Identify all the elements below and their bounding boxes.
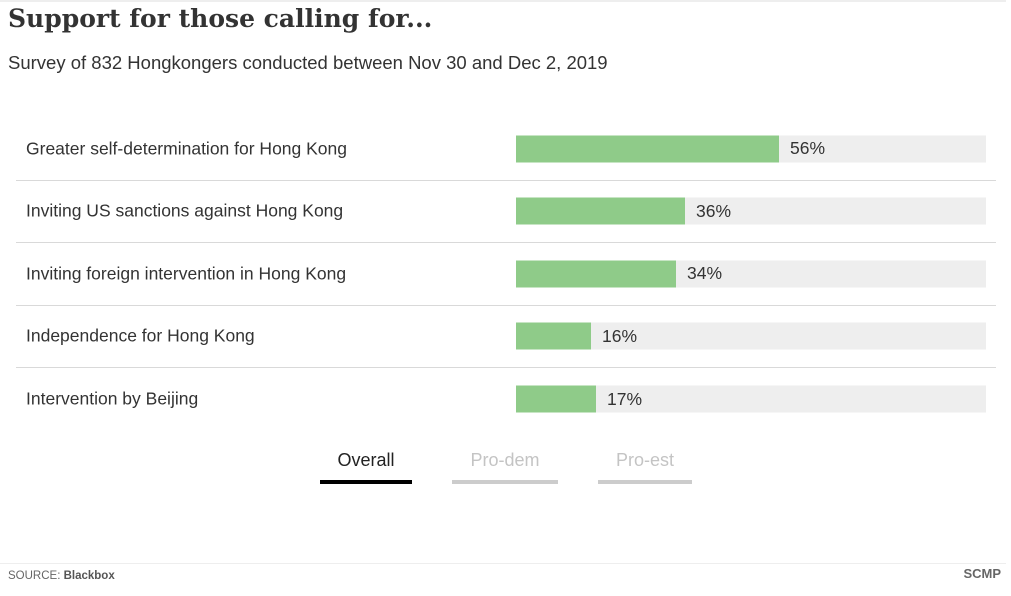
chart-subtitle: Survey of 832 Hongkongers conducted betw… bbox=[8, 52, 608, 73]
category-label: Intervention by Beijing bbox=[26, 388, 199, 409]
footer-rule bbox=[0, 563, 1006, 564]
bar bbox=[516, 197, 685, 225]
tab-overall[interactable]: Overall bbox=[320, 450, 412, 484]
bar-track: 17% bbox=[516, 385, 986, 413]
tab-label: Pro-est bbox=[615, 450, 675, 470]
tab-label: Pro-dem bbox=[470, 450, 540, 470]
bar-chart: Greater self-determination for Hong Kong… bbox=[16, 118, 996, 431]
bar-row: Independence for Hong Kong 16% bbox=[16, 306, 996, 368]
tab-pro-dem[interactable]: Pro-dem bbox=[452, 450, 558, 484]
bar-row: Inviting foreign intervention in Hong Ko… bbox=[16, 243, 996, 306]
tab-underline bbox=[452, 480, 558, 484]
source-label: SOURCE: bbox=[8, 570, 64, 582]
bar bbox=[516, 322, 591, 350]
bar-track: 16% bbox=[516, 322, 986, 350]
bar-track: 34% bbox=[516, 260, 986, 288]
source-name: Blackbox bbox=[63, 570, 115, 582]
bar-value-label: 56% bbox=[790, 138, 826, 159]
bar bbox=[516, 260, 676, 288]
bar-value-label: 34% bbox=[687, 263, 723, 284]
bar-row: Intervention by Beijing 17% bbox=[16, 368, 996, 431]
top-rule bbox=[0, 0, 1006, 2]
bar bbox=[516, 135, 779, 163]
source-note: SOURCE: Blackbox bbox=[8, 570, 115, 582]
bar-track: 36% bbox=[516, 197, 986, 225]
tab-bar: Overall Pro-dem Pro-est bbox=[0, 450, 1011, 490]
category-label: Independence for Hong Kong bbox=[26, 325, 255, 346]
bar-row: Greater self-determination for Hong Kong… bbox=[16, 118, 996, 181]
brand-logo: SCMP bbox=[963, 566, 1001, 581]
tab-pro-est[interactable]: Pro-est bbox=[598, 450, 692, 484]
bar-value-label: 16% bbox=[602, 325, 638, 346]
bar-value-label: 36% bbox=[696, 200, 732, 221]
tab-underline bbox=[598, 480, 692, 484]
category-label: Greater self-determination for Hong Kong bbox=[26, 138, 347, 159]
bar bbox=[516, 385, 596, 413]
chart-title: Support for those calling for... bbox=[8, 4, 433, 33]
category-label: Inviting foreign intervention in Hong Ko… bbox=[26, 263, 347, 284]
tab-underline bbox=[320, 480, 412, 484]
bar-track: 56% bbox=[516, 135, 986, 163]
bar-value-label: 17% bbox=[607, 388, 643, 409]
category-label: Inviting US sanctions against Hong Kong bbox=[26, 200, 344, 221]
tab-label: Overall bbox=[337, 450, 395, 470]
bar-row: Inviting US sanctions against Hong Kong 3… bbox=[16, 181, 996, 243]
